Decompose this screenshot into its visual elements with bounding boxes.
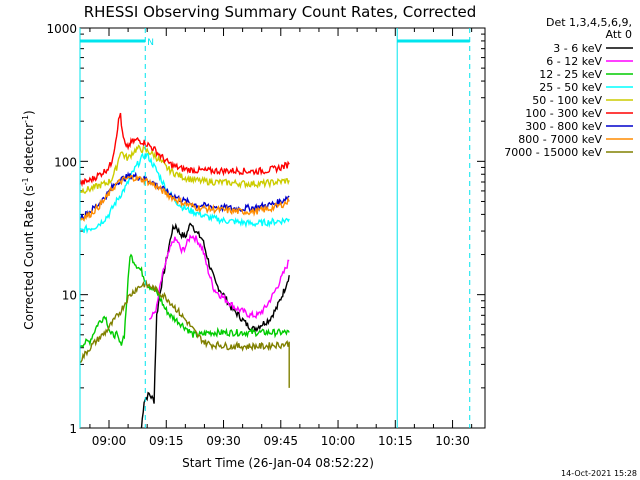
x-tick-label: 09:45	[263, 434, 298, 448]
svg-text:Corrected Count Rate (s-1 dete: Corrected Count Rate (s-1 detector-1)	[21, 110, 36, 329]
y-axis-label-end: )	[22, 110, 36, 115]
legend-entry: 100 - 300 keV	[525, 107, 602, 120]
legend-entry: 7000 - 15000 keV	[504, 146, 602, 159]
series-line	[79, 152, 290, 235]
y-axis-label-main: Corrected Count Rate (s	[22, 185, 36, 329]
legend-header: Det 1,3,4,5,6,9,	[546, 16, 632, 29]
plot-frame	[79, 27, 486, 429]
series-line	[140, 222, 290, 429]
x-tick-label: 10:00	[321, 434, 356, 448]
y-tick-label: 100	[54, 155, 77, 169]
x-tick-label: 10:30	[435, 434, 470, 448]
plot-area: 1 10 100 1000 09:00 09:15 09:30 09:45 10:00 10:15…	[46, 22, 486, 448]
y-axis-label-mid: detector	[22, 123, 36, 178]
legend-entry: 6 - 12 keV	[546, 55, 602, 68]
x-tick-label: 09:00	[92, 434, 127, 448]
legend-entry: 25 - 50 keV	[539, 81, 602, 94]
y-axis-label: Corrected Count Rate (s-1 detector-1)	[21, 110, 36, 329]
y-tick-label: 1	[69, 422, 77, 436]
x-axis-label: Start Time (26-Jan-04 08:52:22)	[182, 456, 374, 470]
y-tick-label: 1000	[46, 22, 77, 36]
x-tick-label: 10:15	[378, 434, 413, 448]
legend-entry: 50 - 100 keV	[532, 94, 602, 107]
x-tick-label: 09:30	[206, 434, 241, 448]
legend-entry: 12 - 25 keV	[539, 68, 602, 81]
footer-timestamp: 14-Oct-2021 15:28	[561, 469, 637, 478]
legend-entry: 800 - 7000 keV	[518, 133, 602, 146]
legend-entry: 3 - 6 keV	[553, 42, 602, 55]
y-axis-label-sup1: -1	[21, 177, 30, 185]
legend-header: Att 0	[606, 28, 632, 41]
x-tick-label: 09:15	[149, 434, 184, 448]
series-line	[79, 279, 290, 388]
series-line	[79, 144, 290, 195]
legend-entry: 300 - 800 keV	[525, 120, 602, 133]
series-line	[79, 253, 290, 348]
chart-title: RHESSI Observing Summary Count Rates, Co…	[84, 3, 477, 21]
attenuator-label: N	[147, 38, 154, 48]
series-line	[149, 233, 290, 320]
series-line	[79, 175, 290, 222]
y-axis-label-sup2: -1	[21, 115, 30, 123]
series-line	[79, 112, 290, 188]
y-tick-label: 10	[62, 289, 77, 303]
